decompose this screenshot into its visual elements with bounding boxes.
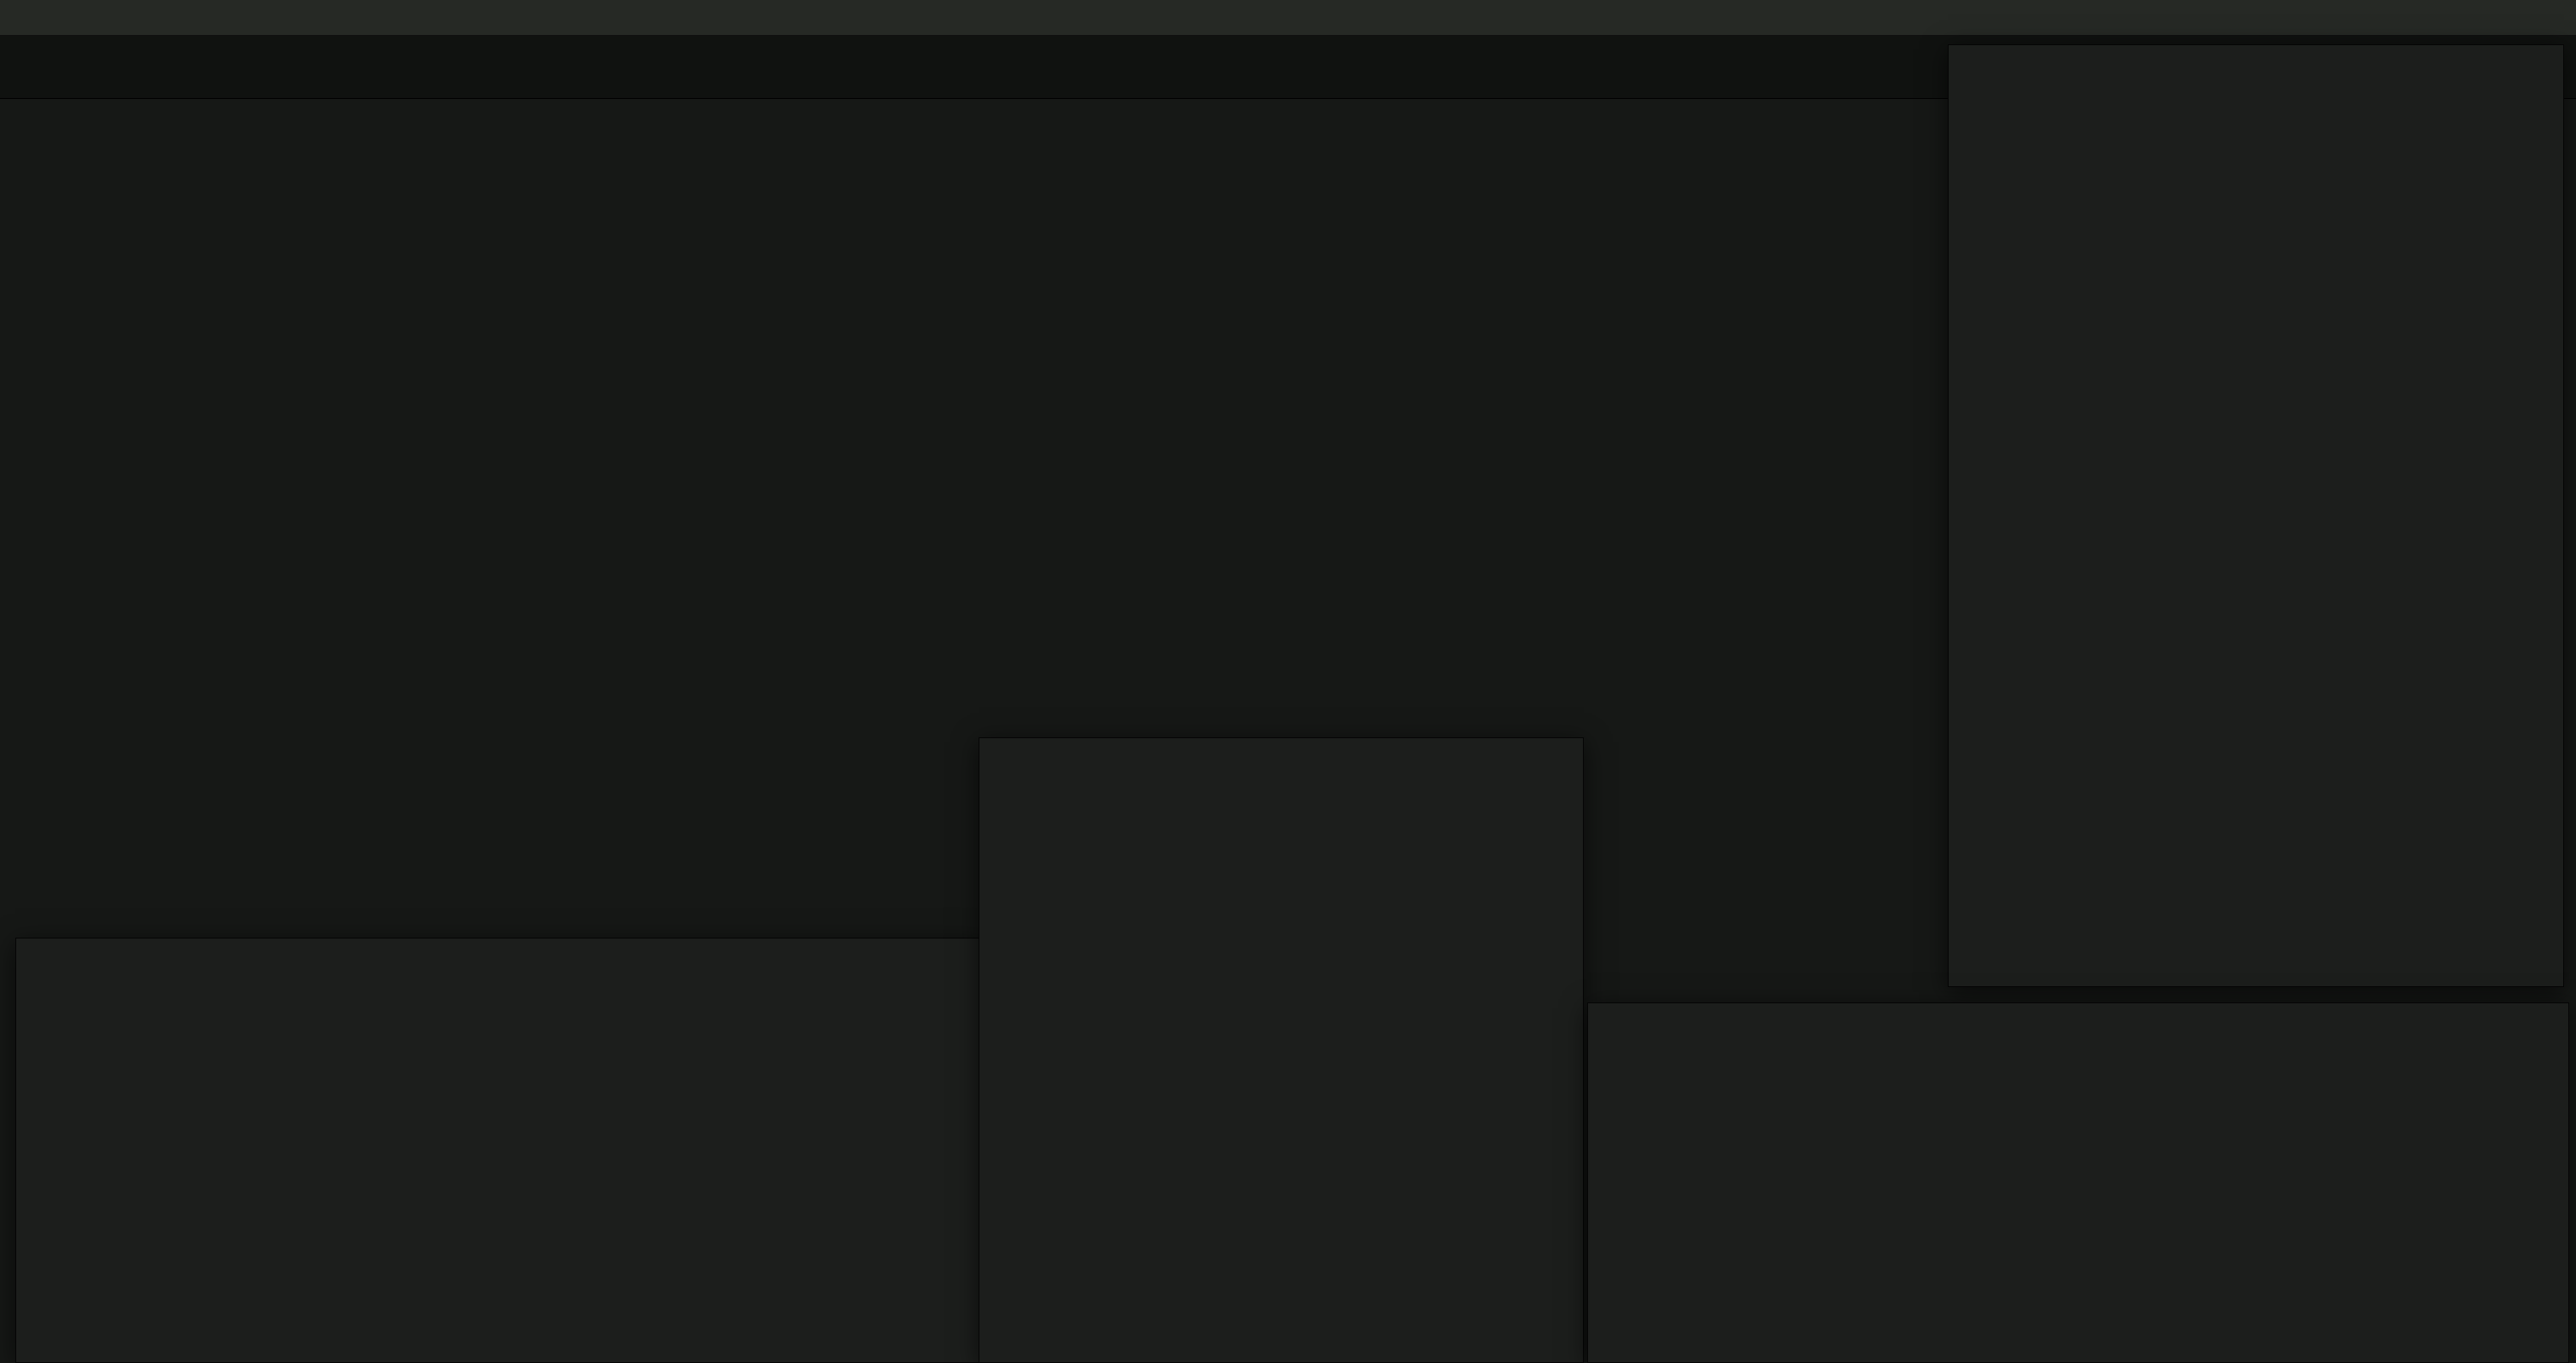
memory-window [1587, 1002, 2569, 1363]
statistics-window [15, 938, 982, 1363]
main-toolbar [0, 0, 2576, 36]
find-zone-window [1948, 44, 2564, 987]
zone-info-window [979, 737, 1584, 1363]
